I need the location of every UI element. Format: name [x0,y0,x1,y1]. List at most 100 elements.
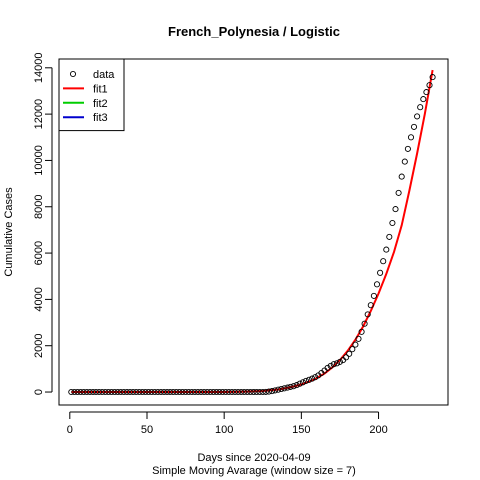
data-point [126,388,134,396]
data-point [210,388,217,396]
data-point [148,388,155,396]
data-point [216,388,223,396]
data-point [145,388,152,396]
data-point [336,358,343,365]
data-point [142,388,149,396]
data-point [173,388,180,396]
series-line-fit1 [71,69,434,393]
data-point [395,189,402,196]
y-tick-label: 2000 [33,333,45,357]
y-tick-label: 0 [33,389,45,395]
data-point [367,302,374,309]
data-point [414,113,421,120]
data-point [201,388,208,396]
data-point [250,388,257,396]
data-point [222,388,229,396]
data-point [225,388,232,396]
data-point [80,388,87,396]
legend-label-fit1: fit1 [93,83,108,95]
data-point [151,388,158,396]
data-point [361,320,368,327]
data-point [83,388,90,396]
data-point [108,388,115,396]
data-point [407,134,415,141]
data-point [346,350,353,357]
legend: data fit1 fit2 fit3 [58,58,125,132]
data-point [358,328,365,335]
y-tick-label: 6000 [33,241,45,265]
data-point [154,388,161,396]
x-axis: 0 50 100 150 200 [67,411,388,436]
data-point [139,388,146,396]
data-point [253,388,260,396]
data-point [111,388,118,396]
data-point [355,335,362,342]
data-point [89,388,97,396]
data-point [117,388,124,396]
data-point [281,385,288,392]
data-point [219,388,226,396]
data-point [74,388,81,396]
data-point [420,96,427,103]
legend-label-fit3: fit3 [93,112,108,124]
data-point [352,341,359,348]
data-point [404,145,411,152]
data-point [268,388,276,395]
x-tick-label: 50 [141,424,153,436]
data-point [194,388,201,396]
data-point [114,388,121,396]
plot-area-frame [58,58,449,406]
data-point [410,123,418,130]
data-point [401,158,408,165]
legend-marker-data [69,70,77,78]
data-point [278,385,285,393]
data-point [197,388,205,396]
data-point [373,281,381,288]
data-point [123,388,130,396]
data-point [71,388,78,396]
data-point [133,388,140,396]
data-point [130,388,137,396]
data-point [170,388,177,396]
data-point [86,388,93,396]
data-point [370,292,377,299]
data-point [77,388,84,396]
data-point [185,388,192,396]
y-tick-label: 14000 [33,53,45,84]
data-point [364,311,371,318]
data-point [333,360,340,367]
data-point [349,346,356,353]
data-point [306,376,313,383]
x-tick-label: 100 [215,424,233,436]
data-point [231,388,239,396]
data-point [235,388,242,396]
data-point [343,354,350,361]
data-point [207,388,214,396]
fit-lines [71,69,434,393]
data-point [182,388,189,396]
data-point [68,388,75,396]
data-point [272,387,279,394]
data-point [157,388,164,396]
legend-box [58,58,125,132]
legend-label-fit2: fit2 [93,98,108,110]
data-point [96,388,103,396]
x-axis-sublabel: Simple Moving Avarage (window size = 7) [152,465,356,477]
y-tick-label: 10000 [33,145,45,176]
data-points [68,74,436,396]
data-point [92,388,100,396]
data-point [262,388,269,395]
x-axis-label: Days since 2020-04-09 [197,452,310,464]
x-tick-label: 200 [369,424,387,436]
data-point [324,364,331,371]
data-point [423,89,430,96]
data-point [429,74,436,81]
data-point [160,388,168,396]
data-point [426,82,433,89]
x-tick-label: 0 [67,424,73,436]
data-point [312,374,319,381]
y-axis: 0 2000 4000 6000 8000 10000 12000 14000 [33,53,53,395]
data-point [259,388,266,396]
data-point [179,388,186,396]
